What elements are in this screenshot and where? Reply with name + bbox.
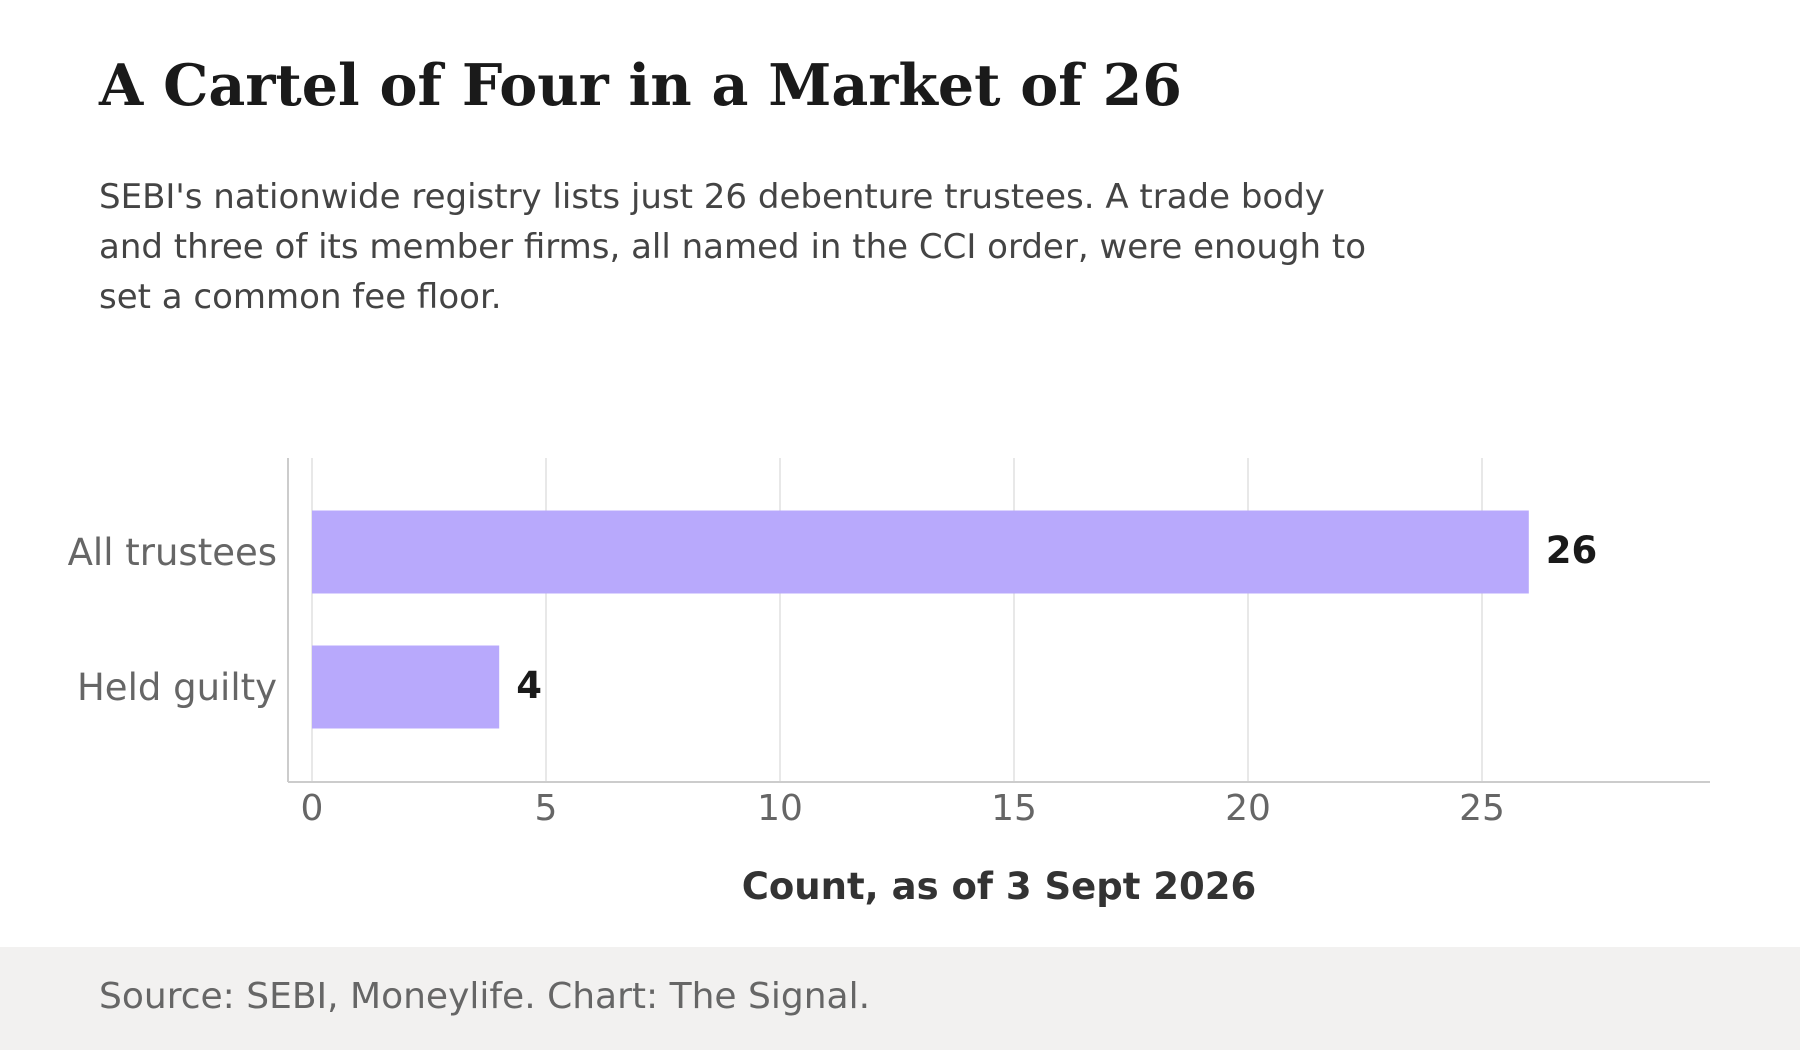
category-label-0: All trustees xyxy=(68,531,277,574)
chart-subtitle: SEBI's nationwide registry lists just 26… xyxy=(99,177,1367,317)
labels: 0 5 10 15 20 25 All trustees 26 Held guilty 4 xyxy=(68,529,1598,829)
x-tick-label-10: 10 xyxy=(757,788,803,829)
chart-title: A Cartel of Four in a Market of 26 xyxy=(99,52,1182,119)
x-axis-title: Count, as of 3 Sept 2026 xyxy=(742,865,1257,908)
value-label-0: 26 xyxy=(1546,529,1598,572)
footer: Source: SEBI, Moneylife. Chart: The Sign… xyxy=(0,947,1800,1050)
bar-chart: 0 5 10 15 20 25 All trustees 26 Held guilty 4 Cou… xyxy=(68,458,1710,908)
axes xyxy=(287,458,1710,783)
x-tick-label-20: 20 xyxy=(1225,788,1271,829)
value-label-1: 4 xyxy=(516,664,542,707)
bar-1 xyxy=(312,645,500,729)
bars xyxy=(312,510,1529,729)
x-tick-label-5: 5 xyxy=(535,788,558,829)
bar-0 xyxy=(312,510,1529,594)
grid-lines xyxy=(311,458,1483,782)
category-label-1: Held guilty xyxy=(77,666,277,709)
x-tick-label-25: 25 xyxy=(1459,788,1505,829)
x-tick-label-0: 0 xyxy=(301,788,324,829)
source-note: Source: SEBI, Moneylife. Chart: The Sign… xyxy=(99,976,871,1017)
x-tick-label-15: 15 xyxy=(991,788,1037,829)
